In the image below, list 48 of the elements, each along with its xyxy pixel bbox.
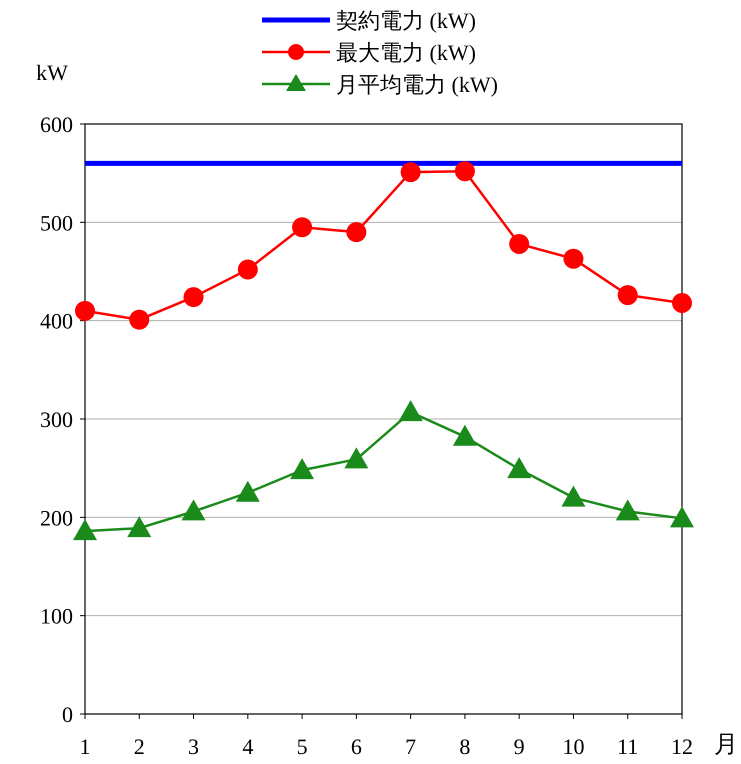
point — [561, 486, 586, 507]
x-axis-title: 月 — [714, 732, 738, 758]
x-tick-label: 2 — [134, 734, 145, 759]
legend-label: 契約電力 (kW) — [336, 8, 476, 33]
point — [344, 447, 368, 468]
y-tick-label: 100 — [40, 604, 73, 629]
x-tick-label: 5 — [296, 734, 308, 759]
point — [75, 300, 95, 321]
point — [290, 458, 314, 480]
point — [616, 499, 640, 520]
point — [346, 222, 366, 242]
x-tick-label: 12 — [671, 734, 693, 759]
x-tick-label: 10 — [562, 734, 584, 759]
y-tick-label: 200 — [40, 505, 73, 530]
x-tick-label: 11 — [617, 734, 638, 759]
legend-label: 月平均電力 (kW) — [336, 72, 498, 97]
point — [292, 217, 312, 238]
y-tick-label: 400 — [40, 308, 73, 334]
point — [236, 480, 260, 502]
point — [672, 292, 692, 313]
x-tick-label: 6 — [350, 734, 362, 759]
point — [563, 248, 584, 269]
x-tick-label: 8 — [459, 734, 470, 759]
x-tick-label: 9 — [514, 734, 525, 759]
y-tick-label: 0 — [62, 702, 73, 727]
point — [670, 506, 694, 528]
point — [454, 161, 475, 182]
point — [507, 457, 532, 478]
x-tick-label: 4 — [242, 734, 254, 759]
x-tick-label: 7 — [405, 734, 416, 759]
point — [618, 285, 638, 306]
y-tick-label: 300 — [40, 407, 73, 432]
point — [129, 310, 150, 330]
point — [452, 424, 477, 446]
point — [184, 287, 204, 308]
point — [127, 516, 152, 538]
y-axis-title: kW — [36, 60, 68, 85]
legend-label: 最大電力 (kW) — [336, 40, 476, 65]
point — [400, 162, 421, 182]
point — [509, 234, 530, 254]
point — [73, 519, 97, 540]
y-tick-label: 500 — [40, 210, 73, 236]
point — [182, 499, 206, 520]
x-tick-label: 1 — [80, 734, 90, 759]
point — [238, 260, 258, 280]
y-tick-label: 600 — [40, 112, 73, 137]
x-tick-label: 3 — [188, 734, 200, 759]
point — [398, 400, 423, 422]
